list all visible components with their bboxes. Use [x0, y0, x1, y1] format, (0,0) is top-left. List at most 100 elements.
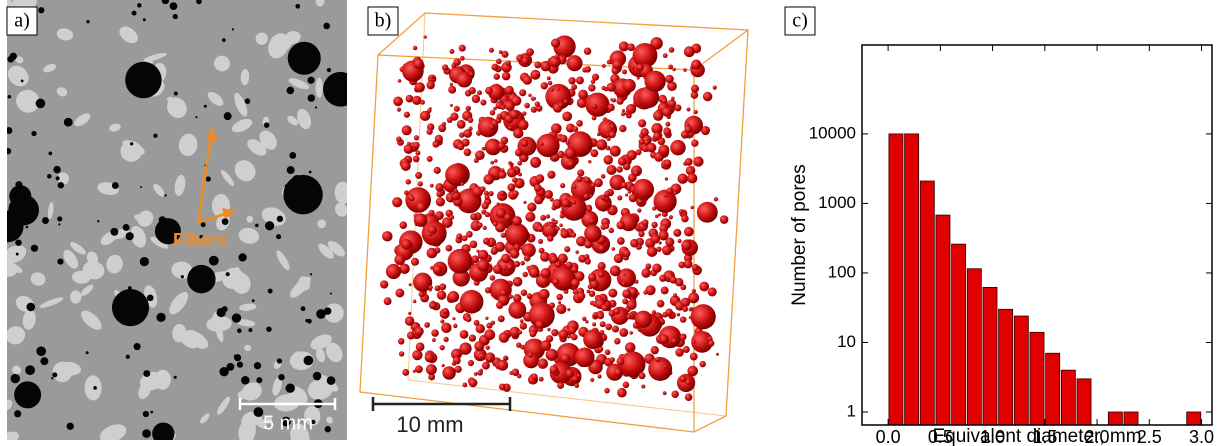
pore — [5, 148, 11, 154]
pore-sphere — [529, 330, 536, 337]
pore-sphere — [638, 119, 646, 127]
pore-sphere — [509, 294, 514, 299]
pore — [310, 273, 312, 275]
pore-sphere — [568, 326, 576, 334]
pore — [277, 216, 283, 222]
pore-sphere — [468, 117, 474, 123]
pore-sphere — [637, 208, 641, 212]
pore-sphere — [687, 366, 698, 377]
pore-sphere — [384, 297, 392, 305]
pore-sphere — [399, 221, 407, 229]
pore-sphere — [560, 183, 565, 188]
pore-sphere — [446, 245, 453, 252]
pore-sphere — [460, 182, 464, 186]
pore-sphere — [597, 374, 601, 378]
pore-sphere — [622, 109, 625, 112]
pore-sphere — [462, 235, 468, 241]
pore-sphere — [623, 382, 630, 389]
pore — [265, 221, 274, 230]
bar — [889, 134, 903, 425]
pore-sphere — [468, 360, 474, 366]
pore-sphere — [507, 168, 517, 178]
pore-sphere — [518, 120, 528, 130]
pore-sphere — [557, 88, 560, 91]
pore — [313, 372, 322, 381]
pore-sphere — [653, 132, 661, 140]
pore-sphere — [425, 353, 435, 363]
pore-sphere — [588, 160, 591, 163]
pore — [58, 223, 60, 225]
pore — [330, 292, 332, 294]
pore-sphere — [482, 362, 490, 370]
pore-sphere — [550, 224, 554, 228]
pore-sphere — [485, 87, 493, 95]
pore-sphere — [414, 135, 419, 140]
pore-sphere — [662, 107, 672, 117]
pore-sphere — [550, 256, 558, 264]
pore-sphere — [508, 161, 512, 165]
pore-sphere — [664, 159, 672, 167]
y-tick-label: 100 — [828, 262, 856, 281]
x-tick-label: 2.5 — [1137, 427, 1162, 446]
bar — [1187, 412, 1201, 425]
pore-sphere — [550, 88, 554, 92]
pore-sphere — [592, 74, 599, 81]
pore-sphere — [601, 195, 606, 200]
pore-sphere — [513, 294, 521, 302]
pore-sphere — [558, 301, 561, 304]
pore-sphere — [663, 128, 671, 136]
pore-sphere — [489, 191, 494, 196]
pore-sphere — [498, 142, 505, 149]
pore-sphere — [524, 103, 530, 109]
pore-sphere — [687, 173, 697, 183]
pore-sphere — [537, 225, 544, 232]
pore-sphere — [493, 222, 498, 227]
pore — [308, 77, 315, 84]
pore-sphere — [480, 186, 486, 192]
pore-sphere — [413, 142, 420, 149]
pore-sphere — [592, 104, 598, 110]
pore-sphere — [639, 372, 646, 379]
pore-sphere — [664, 193, 668, 197]
pore-sphere — [686, 379, 692, 385]
pore — [301, 306, 306, 311]
pore-sphere — [483, 226, 487, 230]
pore-sphere — [415, 365, 423, 373]
pore-sphere — [512, 177, 517, 182]
pore-sphere — [450, 104, 453, 107]
pore — [147, 295, 154, 302]
pore-sphere — [673, 293, 677, 297]
pore-sphere — [536, 134, 559, 157]
pore-sphere — [396, 136, 402, 142]
pore-sphere — [427, 156, 433, 162]
scale-label: 10 mm — [396, 412, 463, 437]
pore-sphere — [692, 264, 699, 271]
pore-sphere — [442, 122, 446, 126]
pore-sphere — [699, 361, 705, 367]
pore-sphere — [562, 111, 572, 121]
pore-sphere — [556, 294, 563, 301]
pore-sphere — [669, 215, 673, 219]
pore-sphere — [665, 75, 674, 84]
pore-sphere — [435, 183, 443, 191]
pore-sphere — [633, 179, 654, 200]
y-tick-label: 1000 — [818, 193, 856, 212]
pore-sphere — [520, 261, 525, 266]
pore-sphere — [677, 173, 687, 183]
pore-sphere — [415, 172, 422, 179]
pore-sphere — [527, 293, 532, 298]
pore-sphere — [716, 353, 719, 356]
pore-sphere — [474, 341, 484, 351]
pore-sphere — [576, 77, 584, 85]
pore-sphere — [601, 304, 608, 311]
pore-sphere — [380, 280, 388, 288]
pore — [264, 122, 269, 127]
pore — [140, 257, 149, 266]
pore — [164, 194, 166, 196]
pore-sphere — [474, 372, 478, 376]
pore-sphere — [564, 99, 569, 104]
pore-sphere — [678, 262, 685, 269]
pore — [86, 351, 89, 354]
pore — [150, 411, 153, 414]
pore — [19, 188, 21, 190]
